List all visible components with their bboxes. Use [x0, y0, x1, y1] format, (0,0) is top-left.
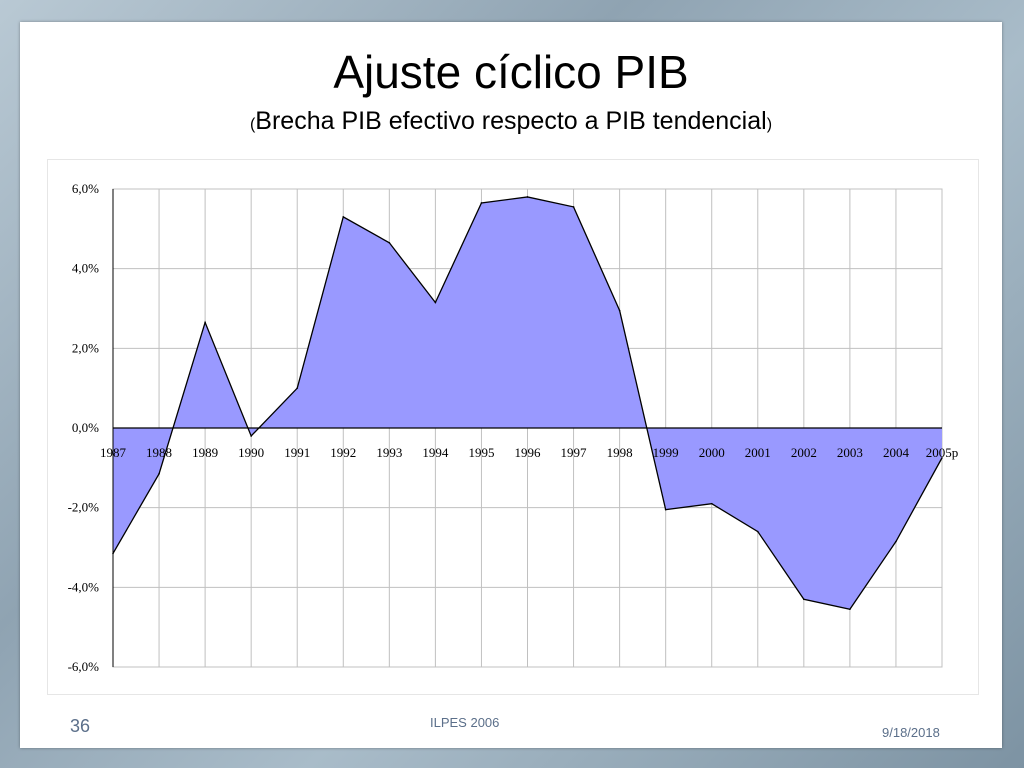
x-tick-label: 1987 [100, 445, 127, 460]
slide-subtitle: (Brecha PIB efectivo respecto a PIB tend… [20, 106, 1002, 140]
x-tick-label: 2000 [699, 445, 725, 460]
x-tick-label: 2003 [837, 445, 863, 460]
y-tick-label: 2,0% [72, 340, 99, 355]
x-tick-label: 1996 [515, 445, 542, 460]
data-point-2005p [941, 457, 943, 459]
chart-panel: 6,0% 4,0% 2,0% 0,0% -2,0% -4,0% -6,0% 1987 1988 1… [48, 160, 978, 694]
x-tick-label: 2002 [791, 445, 817, 460]
x-tick-label: 1989 [192, 445, 218, 460]
y-tick-label: -6,0% [68, 659, 100, 674]
x-tick-label: 1997 [561, 445, 588, 460]
x-tick-label: 1993 [376, 445, 402, 460]
x-tick-label: 1991 [284, 445, 310, 460]
subtitle-open-paren: ( [249, 116, 256, 133]
data-point-2001 [756, 530, 759, 533]
data-point-2002 [803, 598, 805, 601]
x-tick-label: 1999 [653, 445, 679, 460]
subtitle-text: Brecha PIB efectivo respecto a PIB tende… [255, 107, 767, 135]
data-point-2004 [895, 540, 897, 543]
data-point-1989 [204, 321, 206, 324]
data-point-1995 [480, 202, 483, 204]
slide-title: Ajuste cíclico PIB [333, 46, 689, 98]
x-tick-label: 1995 [468, 445, 494, 460]
y-tick-label: -2,0% [68, 500, 100, 515]
y-tick-label: -4,0% [68, 579, 100, 594]
x-tick-label: 2004 [883, 445, 910, 460]
x-tick-label: 2001 [745, 445, 771, 460]
footer-source: ILPES 2006 [430, 715, 500, 730]
x-tick-label: 1998 [607, 445, 633, 460]
slide-number: 36 [70, 716, 91, 736]
data-point-1998 [618, 309, 621, 312]
y-tick-label: 6,0% [72, 181, 99, 196]
area-chart: 6,0% 4,0% 2,0% 0,0% -2,0% -4,0% -6,0% 1987 1988 1… [68, 181, 959, 674]
subtitle-close-paren: ) [766, 116, 773, 133]
x-tick-label: 1988 [146, 445, 172, 460]
slide: Ajuste cíclico PIB (Brecha PIB efectivo … [20, 22, 1002, 748]
data-point-1988 [158, 473, 160, 475]
data-point-1993 [388, 241, 391, 244]
y-tick-label: 4,0% [72, 261, 99, 276]
y-tick-label: 0,0% [72, 420, 99, 435]
x-tick-label: 1992 [330, 445, 356, 460]
data-point-1996 [526, 196, 529, 198]
data-point-1990 [250, 435, 252, 437]
x-tick-label: 2005p [926, 445, 959, 460]
data-point-1999 [664, 508, 667, 511]
x-tick-label: 1994 [422, 445, 449, 460]
data-point-2000 [710, 502, 713, 505]
footer-date: 9/18/2018 [882, 725, 940, 740]
data-point-1997 [572, 206, 575, 208]
data-point-2003 [849, 608, 851, 611]
data-point-1994 [434, 301, 437, 304]
data-point-1987 [112, 552, 114, 555]
x-tick-label: 1990 [238, 445, 264, 460]
series-area [113, 196, 942, 610]
data-point-1991 [296, 387, 299, 389]
data-point-1992 [342, 216, 345, 218]
